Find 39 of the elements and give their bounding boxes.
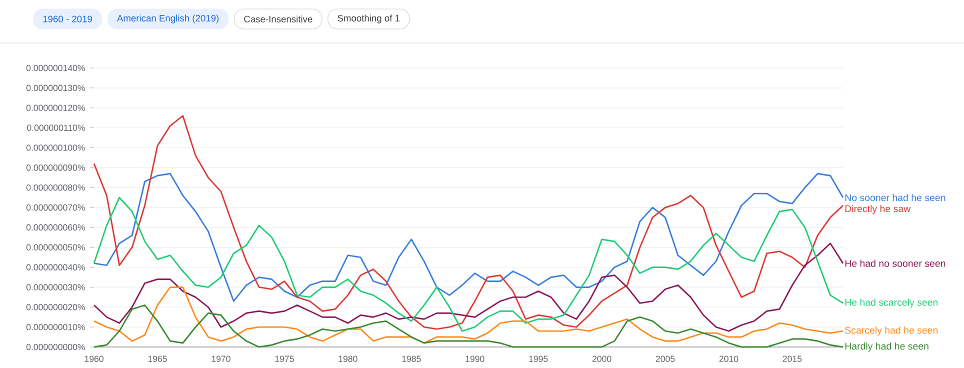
x-tick-label: 2000 [592,356,612,362]
series-label: Hardly had he seen [845,342,928,352]
y-tick-label: 0.000000070% [26,204,85,211]
y-tick-label: 0.000000130% [26,84,85,92]
x-tick-label: 1980 [338,356,358,362]
text: American English (2019) [116,14,219,24]
x-tick-label: 1995 [529,356,548,362]
x-tick-label: 1960 [84,356,104,362]
y-tick-label: 0.000000110% [27,124,85,131]
x-tick-label: 2005 [656,356,675,362]
y-tick-label: 0.000000080% [26,184,85,191]
line-series [93,172,844,302]
y-tick-label: 0.000000010% [26,324,85,330]
x-tick-label: 2010 [719,356,738,362]
x-tick-label: 1990 [466,356,484,362]
text: 1960 - 2019 [43,16,92,22]
y-tick-label: 0.000000050% [26,244,85,250]
y-tick-label: 0.000000120% [26,104,85,111]
series-label: He had no sooner seen [845,260,946,267]
y-tick-label: 0.000000000% [26,344,85,350]
y-tick-label: 0.000000020% [26,304,85,310]
x-tick-label: 1965 [148,356,167,362]
line-series [93,242,844,332]
series-label: No sooner had he seen [845,194,946,202]
y-tick-label: 0.000000040% [26,264,85,270]
x-tick-label: 1985 [402,356,421,362]
y-tick-label: 0.000000060% [26,224,85,231]
x-tick-label: 1975 [275,356,294,362]
x-tick-label: 2015 [782,356,802,362]
series-label: He had scarcely seen [845,298,938,308]
y-tick-label: 0.000000140% [26,64,85,72]
text: Smoothing of 1 [338,14,400,24]
series-label: Scarcely had he seen [845,326,938,336]
series-label: Directly he saw [845,205,911,214]
y-tick-label: 0.000000030% [26,284,85,290]
text: Case-Insensitive [244,16,312,22]
y-tick-label: 0.000000090% [26,164,85,171]
x-tick-label: 1970 [212,356,230,362]
y-tick-label: 0.000000100% [26,144,85,151]
